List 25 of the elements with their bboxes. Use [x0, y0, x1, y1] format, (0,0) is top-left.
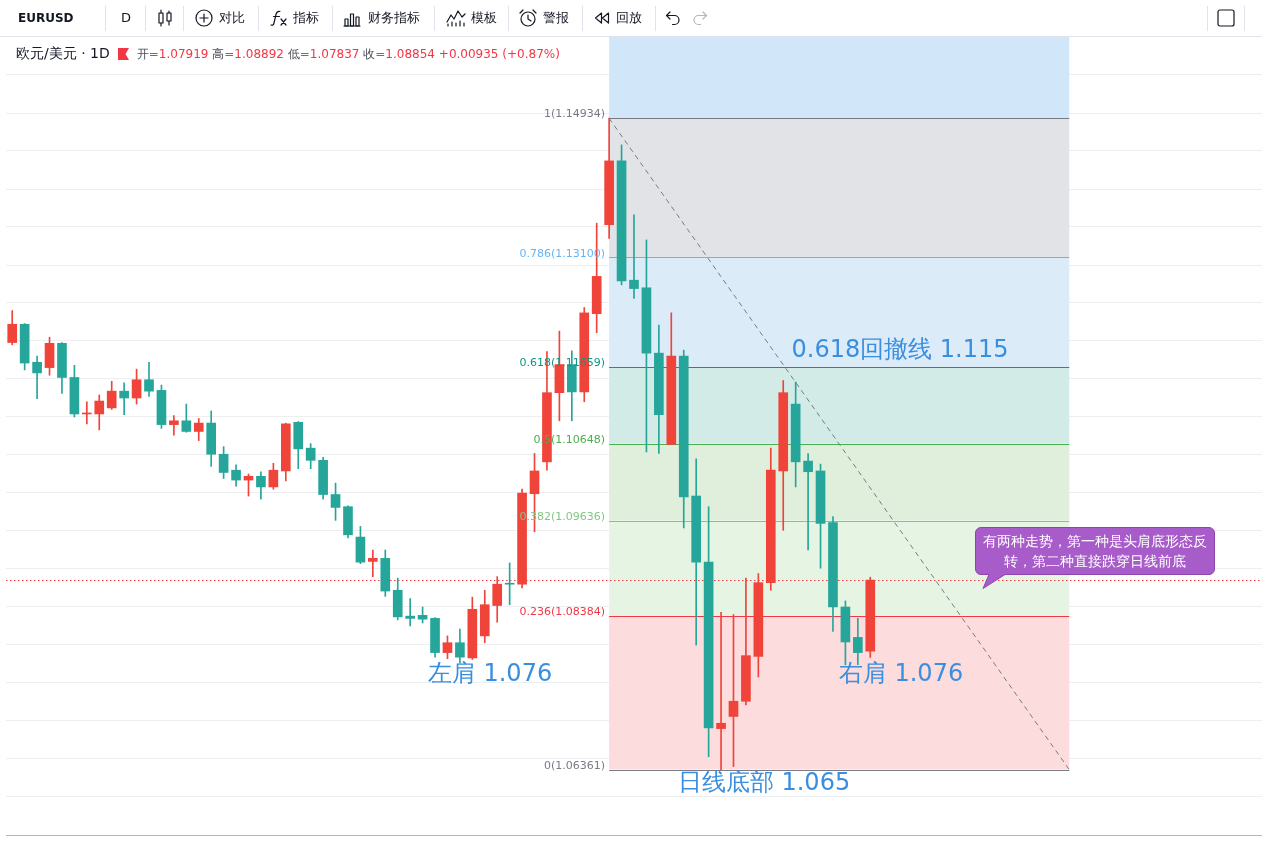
annotation: 有两种走势，第一种是头肩底形态反转，第二种直接跌穿日线前底: [982, 532, 1208, 571]
text: 模板: [471, 10, 497, 26]
ref-line-label: 0(1.06361): [544, 758, 606, 772]
ref-line-label: 0.236(1.08384): [519, 605, 606, 619]
candlestick: [368, 549, 378, 577]
annotation: 0.618回撤线 1.115: [791, 335, 1009, 364]
text: 对比: [219, 10, 245, 26]
text: 开=1.07919 高=1.08892 低=1.07837 收=1.08854 +0.00935 (+0.87%): [136, 46, 560, 61]
candlestick: [119, 382, 129, 416]
candlestick: [629, 214, 639, 299]
annotation: 左肩 1.076: [427, 659, 553, 688]
text: 回放: [616, 10, 642, 26]
candlestick: [716, 611, 726, 770]
text: 警报: [543, 10, 569, 26]
annotation: 右肩 1.076: [838, 659, 964, 688]
text: EURUSD: [18, 10, 74, 26]
candlestick: [405, 598, 415, 627]
candlestick: [803, 453, 813, 551]
text: 指标: [293, 10, 319, 26]
candlestick: [169, 415, 179, 436]
ref-line-label: 1(1.14934): [544, 107, 606, 121]
text: 欧元/美元 · 1D: [16, 45, 110, 63]
text: 财务指标: [368, 10, 420, 26]
annotation: 日线底部 1.065: [677, 768, 851, 797]
text: D: [121, 10, 132, 26]
